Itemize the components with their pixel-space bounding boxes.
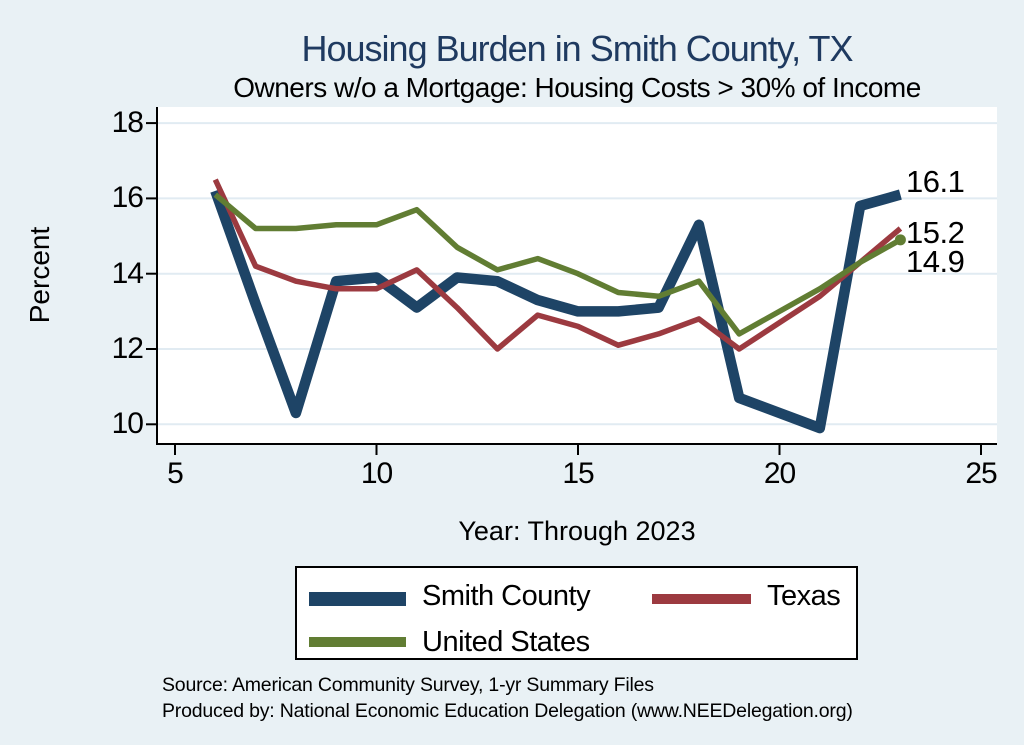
produced-by-note: Produced by: National Economic Education… [162, 700, 853, 722]
x-axis-title: Year: Through 2023 [458, 516, 696, 546]
x-tick-label: 10 [360, 457, 393, 490]
legend-swatch-texas [652, 594, 751, 604]
y-tick-label: 18 [111, 106, 144, 140]
series-line-texas [212, 178, 903, 352]
legend-label-united-states: United States [422, 626, 590, 658]
y-axis-title: Percent [24, 226, 55, 324]
y-tick-label: 16 [111, 181, 144, 215]
chart-subtitle: Owners w/o a Mortgage: Housing Costs > 3… [233, 72, 921, 103]
legend-swatch-smith-county [309, 592, 406, 606]
end-label-texas: 15.2 [906, 215, 965, 250]
legend-label-smith-county: Smith County [422, 580, 591, 612]
end-label-smith-county: 16.1 [906, 164, 965, 199]
series-end-dot [894, 234, 906, 246]
x-tick-label: 15 [562, 457, 594, 490]
y-tick-label: 12 [111, 332, 144, 365]
series-line-smith-county [210, 189, 902, 434]
end-label-united-states: 14.9 [906, 244, 965, 279]
x-tick-label: 5 [167, 457, 184, 490]
legend: Smith County Texas United States [295, 566, 858, 660]
x-tick-label: 20 [763, 457, 796, 490]
y-tick-label: 10 [111, 407, 144, 441]
series-line-united-states [213, 192, 902, 337]
y-tick-label: 14 [111, 256, 144, 290]
x-tick-label: 25 [965, 457, 997, 490]
chart-title: Housing Burden in Smith County, TX [301, 28, 854, 69]
legend-label-texas: Texas [767, 580, 841, 612]
source-note: Source: American Community Survey, 1-yr … [162, 674, 654, 696]
legend-swatch-united-states [309, 637, 406, 647]
